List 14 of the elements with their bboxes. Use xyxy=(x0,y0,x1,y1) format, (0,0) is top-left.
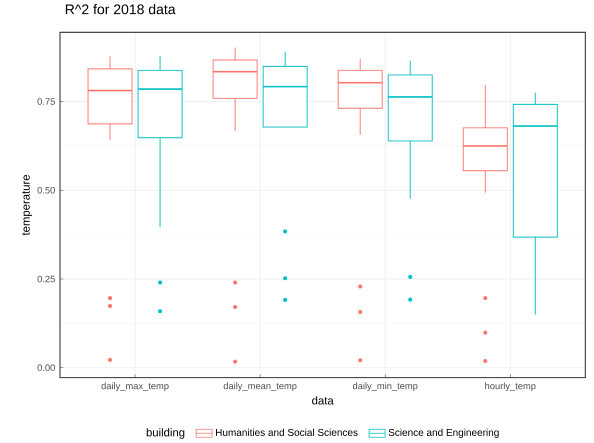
chart-title: R^2 for 2018 data xyxy=(66,4,176,14)
y-axis-title: temperature xyxy=(22,174,32,236)
x-tick-label: daily_mean_temp xyxy=(224,382,297,392)
x-tick-label: daily_max_temp xyxy=(101,382,169,392)
y-tick-label: 0.00 xyxy=(37,364,55,372)
legend-label: Humanities and Social Sciences xyxy=(216,428,358,436)
legend-label: Science and Engineering xyxy=(388,428,499,438)
x-tick-label: hourly_temp xyxy=(485,382,536,392)
y-tick-label: 0.50 xyxy=(37,186,55,194)
legend-title: building xyxy=(146,428,184,439)
y-tick-label: 0.75 xyxy=(37,98,55,105)
x-axis-title: data xyxy=(312,396,334,405)
y-tick-label: 0.25 xyxy=(37,276,55,282)
x-tick-label: daily_min_temp xyxy=(352,382,418,392)
